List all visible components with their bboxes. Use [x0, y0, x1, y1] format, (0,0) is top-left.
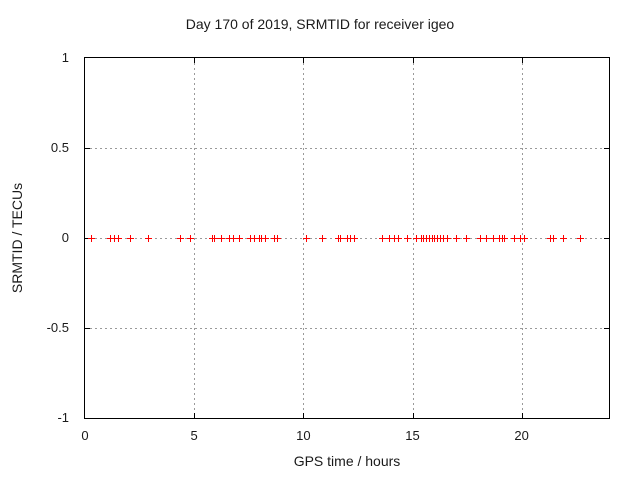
x-tick: [412, 58, 414, 63]
x-tick: [194, 413, 196, 418]
y-gridline: [85, 148, 609, 149]
y-tick: [604, 328, 609, 329]
y-tick-label: -0.5: [46, 320, 69, 335]
chart-title: Day 170 of 2019, SRMTID for receiver ige…: [185, 16, 455, 32]
x-tick: [303, 58, 305, 63]
x-tick: [194, 58, 196, 63]
y-axis-title: SRMTID / TECUs: [9, 182, 25, 294]
y-tick: [85, 238, 90, 239]
y-tick: [604, 238, 609, 239]
y-tick-label: -1: [57, 410, 69, 425]
x-tick-label: 10: [296, 428, 311, 443]
y-tick: [85, 328, 90, 329]
x-tick: [412, 413, 414, 418]
plot-area: 0 5 10 15 20 -1 -0.5 0 0.5 1: [47, 50, 610, 443]
y-tick: [85, 148, 90, 149]
y-tick: [604, 148, 609, 149]
x-tick-label: 20: [514, 428, 529, 443]
x-tick-label: 15: [405, 428, 420, 443]
y-gridline: [85, 328, 609, 329]
x-tick-label: 5: [190, 428, 198, 443]
x-axis-title: GPS time / hours: [293, 453, 401, 469]
x-tick: [521, 413, 523, 418]
y-gridline: [85, 238, 609, 239]
x-tick: [303, 413, 305, 418]
x-tick: [521, 58, 523, 63]
y-tick-label: 0.5: [50, 140, 69, 155]
y-tick-label: 1: [61, 50, 69, 65]
y-tick-label: 0: [61, 230, 69, 245]
x-tick-label: 0: [81, 428, 89, 443]
